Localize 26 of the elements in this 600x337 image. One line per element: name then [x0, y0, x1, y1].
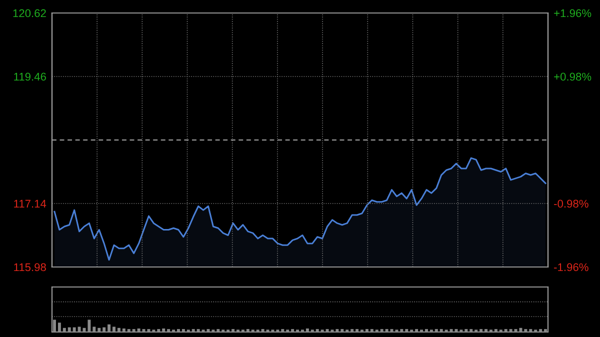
bar: [98, 328, 101, 332]
y2-tick-label: +0.98%: [554, 72, 592, 81]
bar: [68, 327, 71, 332]
y-tick-label: 119.46: [14, 72, 46, 81]
bar: [52, 320, 56, 332]
bar: [102, 327, 106, 332]
bar: [62, 328, 66, 332]
bar: [78, 326, 81, 332]
bar: [88, 320, 91, 332]
bar: [72, 327, 76, 332]
bar: [519, 328, 522, 332]
bar: [162, 328, 166, 332]
bar: [92, 326, 96, 332]
bar: [112, 326, 116, 332]
y-tick-label: 115.98: [14, 263, 46, 272]
y-tick-label: 120.62: [13, 9, 46, 18]
y-tick-label: 117.14: [14, 200, 46, 208]
bar: [108, 324, 111, 332]
bar: [122, 328, 126, 332]
bar: [306, 328, 309, 332]
bar: [137, 328, 140, 332]
y2-tick-label: +1.96%: [554, 9, 592, 18]
bar: [117, 328, 120, 332]
bar: [58, 322, 61, 332]
y2-tick-label: -1.96%: [554, 263, 588, 272]
y2-tick-label: -0.98%: [554, 200, 588, 208]
